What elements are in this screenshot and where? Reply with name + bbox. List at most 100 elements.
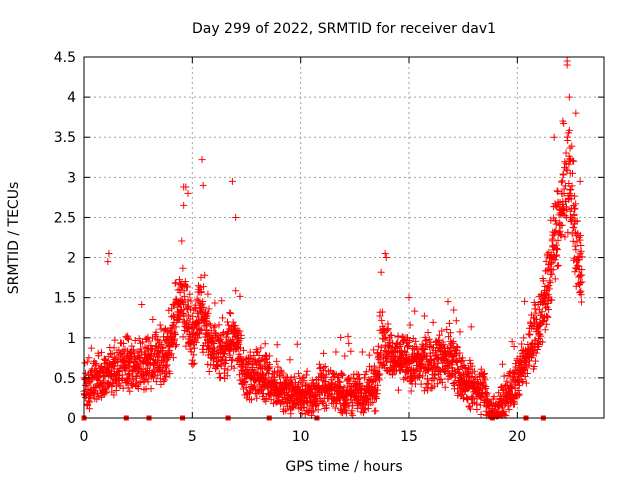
data-point [573,217,581,225]
x-tick-label: 20 [508,429,526,445]
data-point [461,364,469,372]
data-point [196,283,204,291]
data-point [303,367,311,375]
data-point [468,362,476,370]
data-point [466,405,474,413]
data-point [147,385,155,393]
data-point [159,377,167,385]
data-point [104,258,112,266]
data-point [131,337,139,345]
data-point [120,339,128,347]
data-point [525,361,533,369]
data-point [341,352,349,360]
data-point [564,228,572,236]
data-point [344,332,352,340]
data-point [490,393,498,401]
data-point [242,384,250,392]
data-point [481,376,489,384]
data-point [108,350,116,358]
data-point [374,342,382,350]
data-point [448,364,456,372]
data-point [210,340,218,348]
data-point [449,338,457,346]
data-point [376,376,384,384]
data-point [124,384,132,392]
data-point [218,297,226,305]
data-point [430,375,438,383]
data-point [541,326,549,334]
data-point [359,409,367,417]
data-point [539,277,547,285]
data-point [541,282,549,290]
x-tick-label: 10 [292,429,310,445]
data-point [187,306,195,314]
data-point [192,338,200,346]
data-point [422,336,430,344]
data-point [431,370,439,378]
data-point [546,260,554,268]
data-point [384,325,392,333]
data-point [545,305,553,313]
data-point [176,288,184,296]
data-point [377,268,385,276]
data-point [577,291,585,299]
data-point [172,341,180,349]
data-point [237,331,245,339]
data-point [379,360,387,368]
data-point [200,303,208,311]
data-point [543,320,551,328]
data-point [524,369,532,377]
data-point [114,372,122,380]
data-point [453,343,461,351]
data-point [538,308,546,316]
data-point [178,237,186,245]
data-point [554,261,562,269]
data-point [368,378,376,386]
data-point [156,321,164,329]
data-point [434,380,442,388]
data-point [323,404,331,412]
data-point [566,186,574,194]
data-point [194,334,202,342]
data-point [87,344,95,352]
data-point [115,367,123,375]
data-point [232,213,240,221]
data-point [191,337,199,345]
data-point [566,207,574,215]
data-point [226,351,234,359]
data-point [500,372,508,380]
data-point [172,323,180,331]
data-point [569,157,577,165]
data-point [374,381,382,389]
data-point [564,137,572,145]
data-point [226,345,234,353]
data-point [569,169,577,177]
data-point [111,377,119,385]
data-point [435,336,443,344]
data-point [152,328,160,336]
data-point [232,287,240,295]
data-point [332,348,340,356]
data-point [184,296,192,304]
data-point [532,349,540,357]
data-point [135,380,143,388]
data-point [290,373,298,381]
data-point [136,378,144,386]
data-point [175,276,183,284]
data-point [565,126,573,134]
data-point [159,343,167,351]
data-point [126,387,134,395]
data-point [443,326,451,334]
data-point [557,178,565,186]
data-point [508,338,516,346]
data-point [338,371,346,379]
data-point [577,279,585,287]
data-point [187,297,195,305]
data-point [486,400,494,408]
data-point [521,297,529,305]
data-point [282,407,290,415]
data-point [429,318,437,326]
data-point [81,375,89,383]
data-point [394,386,402,394]
data-point [266,363,274,371]
